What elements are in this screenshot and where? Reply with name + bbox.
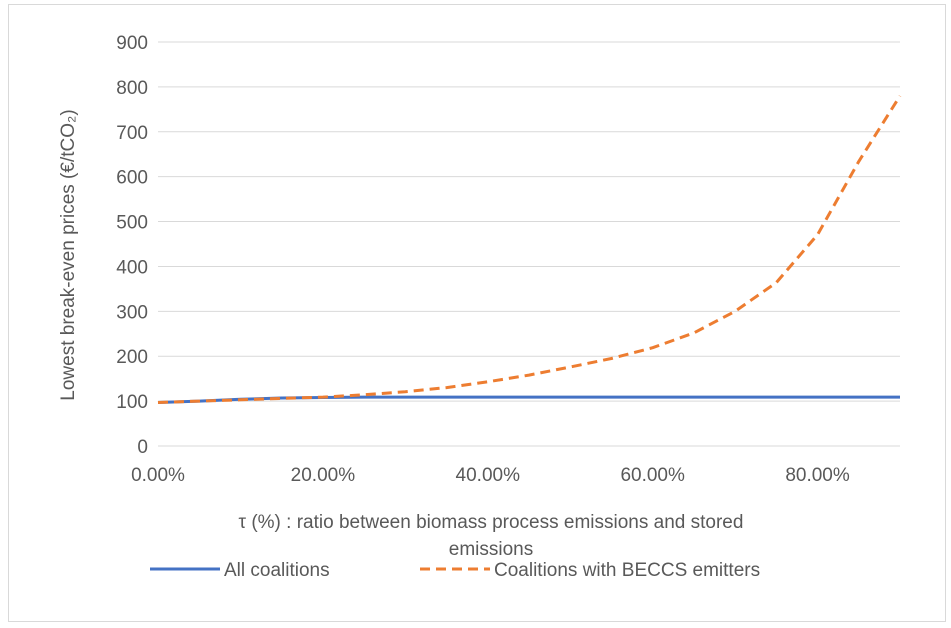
grid-lines bbox=[158, 41, 900, 447]
x-axis-title-line1: τ (%) : ratio between biomass process em… bbox=[239, 512, 744, 533]
legend: All coalitions Coalitions with BECCS emit… bbox=[150, 560, 760, 581]
chart-frame bbox=[8, 4, 946, 622]
x-tick-label: 40.00% bbox=[456, 465, 521, 486]
x-tick-label: 0.00% bbox=[131, 465, 185, 486]
series-line-1 bbox=[157, 395, 900, 404]
y-tick-label: 0 bbox=[137, 437, 148, 458]
y-tick-label: 300 bbox=[116, 302, 148, 323]
x-tick-labels: 0.00% 20.00% 40.00% 60.00% 80.00% bbox=[131, 465, 850, 486]
legend-label-2: Coalitions with BECCS emitters bbox=[494, 560, 760, 581]
y-tick-label: 200 bbox=[116, 347, 148, 368]
y-tick-label: 900 bbox=[116, 33, 148, 54]
x-tick-label: 20.00% bbox=[291, 465, 356, 486]
y-tick-label: 800 bbox=[116, 78, 148, 99]
legend-label-1: All coalitions bbox=[224, 560, 330, 581]
series-line-2 bbox=[157, 95, 902, 404]
y-tick-label: 600 bbox=[116, 168, 148, 189]
y-tick-label: 700 bbox=[116, 123, 148, 144]
x-tick-label: 80.00% bbox=[785, 465, 850, 486]
x-tick-label: 60.00% bbox=[620, 465, 685, 486]
x-axis-title-line2: emissions bbox=[449, 539, 533, 560]
y-axis-title: Lowest break-even prices (€/tCO₂) bbox=[58, 109, 79, 400]
series-lines bbox=[157, 95, 902, 404]
y-tick-labels: 0 100 200 300 400 500 600 700 800 900 bbox=[116, 33, 148, 458]
y-tick-label: 500 bbox=[116, 213, 148, 234]
y-tick-label: 100 bbox=[116, 392, 148, 413]
y-tick-label: 400 bbox=[116, 257, 148, 278]
